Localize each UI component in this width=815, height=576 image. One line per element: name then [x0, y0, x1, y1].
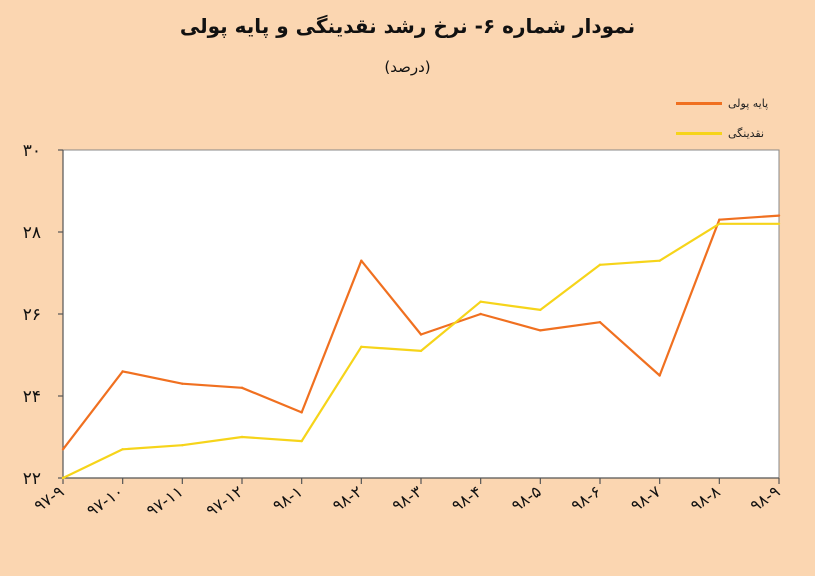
data-point-monetary-base: [598, 321, 602, 324]
data-point-liquidity: [479, 300, 482, 303]
y-tick-label: ۲۶: [23, 305, 41, 325]
y-tick-label: ۲۲: [23, 469, 41, 489]
legend: پایه پولی نقدینگی: [676, 88, 806, 148]
data-point-liquidity: [777, 222, 781, 225]
data-point-monetary-base: [300, 411, 303, 414]
data-point-liquidity: [539, 308, 542, 312]
data-point-liquidity: [121, 448, 124, 451]
chart-subtitle: (درصد): [384, 58, 431, 76]
data-point-liquidity: [300, 439, 303, 443]
x-tick-label: ۹۸-۷: [627, 481, 664, 515]
data-point-monetary-base: [658, 374, 661, 377]
x-tick-label: ۹۷-۱۱: [143, 482, 187, 521]
legend-item-monetary-base: پایه پولی: [676, 88, 806, 118]
data-point-liquidity: [181, 444, 184, 447]
data-point-monetary-base: [479, 312, 482, 316]
legend-label-liquidity: نقدینگی: [728, 126, 765, 140]
data-point-liquidity: [419, 349, 423, 353]
data-point-liquidity: [598, 263, 602, 266]
data-point-liquidity: [240, 435, 244, 439]
x-tick-label: ۹۷-۱۰: [83, 482, 127, 521]
x-tick-label: ۹۸-۵: [508, 482, 545, 516]
legend-item-liquidity: نقدینگی: [676, 118, 806, 148]
data-point-liquidity: [61, 476, 65, 480]
data-point-monetary-base: [360, 259, 363, 262]
legend-swatch-liquidity: [676, 131, 722, 135]
x-tick-label: ۹۸-۳: [389, 481, 426, 515]
data-point-monetary-base: [181, 382, 184, 385]
y-tick-label: ۲۸: [23, 223, 41, 243]
x-tick-label: ۹۸-۴: [448, 482, 485, 516]
legend-swatch-monetary-base: [676, 101, 722, 105]
data-point-monetary-base: [539, 329, 542, 332]
chart-title: نمودار شماره ۶- نرخ رشد نقدینگی و پایه پ…: [179, 14, 636, 38]
data-point-monetary-base: [121, 370, 124, 373]
data-point-monetary-base: [777, 214, 781, 217]
y-tick-label: ۲۴: [23, 387, 41, 407]
x-tick-label: ۹۸-۱: [269, 482, 306, 516]
data-point-liquidity: [360, 345, 363, 348]
y-tick-label: ۳۰: [23, 141, 41, 161]
plot-area: [62, 149, 780, 479]
data-point-monetary-base: [419, 333, 423, 336]
x-tick-label: ۹۷-۱۲: [203, 482, 247, 521]
data-point-monetary-base: [61, 448, 65, 451]
data-point-monetary-base: [718, 218, 721, 221]
x-tick-label: ۹۸-۸: [687, 481, 724, 515]
data-point-liquidity: [658, 259, 661, 262]
data-point-monetary-base: [240, 386, 244, 389]
x-tick-label: ۹۸-۶: [568, 482, 605, 516]
x-tick-label: ۹۸-۹: [747, 482, 784, 516]
x-tick-label: ۹۸-۲: [329, 482, 366, 516]
data-point-liquidity: [718, 222, 721, 225]
legend-label-monetary-base: پایه پولی: [728, 96, 769, 110]
